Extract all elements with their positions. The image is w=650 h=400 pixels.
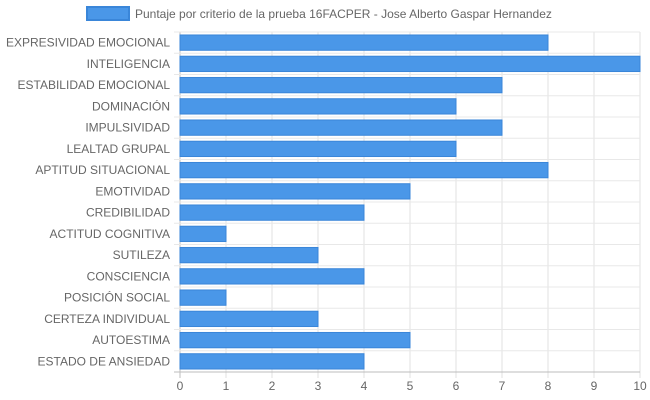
- y-tick-label: IMPULSIVIDAD: [85, 121, 170, 135]
- x-tick-label: 4: [361, 379, 368, 393]
- bar: [179, 331, 411, 349]
- y-tick-label: ESTADO DE ANSIEDAD: [38, 354, 171, 368]
- bar: [179, 289, 227, 306]
- x-tick-label: 0: [177, 379, 184, 393]
- y-tick-label: APTITUD SITUACIONAL: [35, 163, 170, 177]
- y-tick-label: EXPRESIVIDAD EMOCIONAL: [6, 36, 170, 50]
- y-tick-label: CERTEZA INDIVIDUAL: [44, 312, 170, 326]
- bar-series: [179, 34, 641, 370]
- x-tick-label: 3: [315, 379, 322, 393]
- x-tick-labels: 0 1 2 3 4 5 6 7 8 9 10: [177, 379, 647, 393]
- y-tick-label: INTELIGENCIA: [87, 57, 170, 71]
- legend-swatch: [86, 6, 130, 21]
- x-tick-label: 10: [633, 379, 647, 393]
- y-tick-label: DOMINACIÓN: [92, 98, 170, 113]
- bar: [179, 161, 549, 179]
- x-tick-label: 2: [269, 379, 276, 393]
- x-tick-label: 6: [453, 379, 460, 393]
- y-tick-label: ACTITUD COGNITIVA: [50, 227, 170, 241]
- bar: [179, 204, 365, 221]
- y-tick-label: CREDIBILIDAD: [86, 206, 170, 220]
- bar: [179, 268, 365, 285]
- bar: [179, 140, 457, 158]
- bar: [179, 310, 319, 328]
- bar: [179, 34, 549, 51]
- x-tick-label: 8: [545, 379, 552, 393]
- legend: Puntaje por criterio de la prueba 16FACP…: [86, 6, 552, 21]
- x-tick-label: 7: [499, 379, 506, 393]
- bar: [179, 246, 319, 264]
- x-tick-label: 5: [407, 379, 414, 393]
- y-tick-label: POSICIÓN SOCIAL: [64, 290, 170, 305]
- y-tick-label: AUTOESTIMA: [92, 333, 170, 347]
- y-tick-label: ESTABILIDAD EMOCIONAL: [18, 78, 171, 92]
- bar: [179, 98, 457, 115]
- x-tick-label: 1: [223, 379, 230, 393]
- bar: [179, 55, 641, 73]
- bar: [179, 119, 503, 136]
- bar: [179, 76, 503, 94]
- y-tick-label: LEALTAD GRUPAL: [67, 142, 171, 156]
- x-tick-label: 9: [591, 379, 598, 393]
- y-tick-label: CONSCIENCIA: [87, 269, 170, 283]
- y-tick-label: SUTILEZA: [113, 248, 170, 262]
- legend-label: Puntaje por criterio de la prueba 16FACP…: [135, 7, 552, 21]
- y-tick-labels: EXPRESIVIDAD EMOCIONAL INTELIGENCIA ESTABI…: [6, 36, 170, 369]
- bar: [179, 353, 365, 370]
- bar: [179, 183, 411, 200]
- bar: [179, 225, 227, 243]
- y-tick-label: EMOTIVIDAD: [95, 184, 170, 198]
